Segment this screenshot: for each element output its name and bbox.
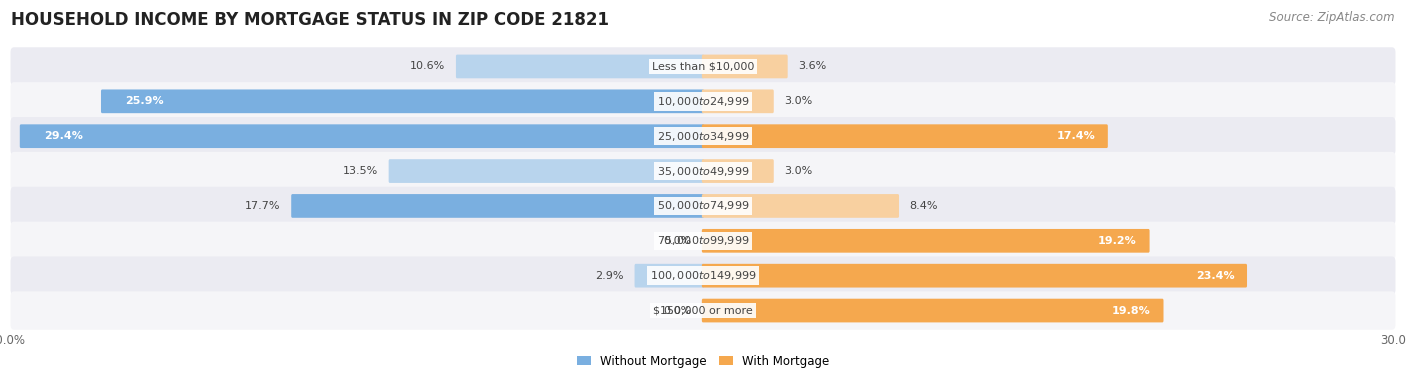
FancyBboxPatch shape	[634, 264, 704, 288]
FancyBboxPatch shape	[10, 187, 1396, 225]
Text: 3.6%: 3.6%	[799, 61, 827, 72]
FancyBboxPatch shape	[702, 194, 898, 218]
FancyBboxPatch shape	[456, 55, 704, 78]
Text: $150,000 or more: $150,000 or more	[654, 305, 752, 316]
Text: 25.9%: 25.9%	[125, 96, 165, 106]
FancyBboxPatch shape	[10, 256, 1396, 295]
Text: 3.0%: 3.0%	[785, 166, 813, 176]
FancyBboxPatch shape	[702, 55, 787, 78]
Text: Source: ZipAtlas.com: Source: ZipAtlas.com	[1270, 11, 1395, 24]
Text: 0.0%: 0.0%	[664, 305, 692, 316]
Text: 23.4%: 23.4%	[1195, 271, 1234, 281]
Text: $25,000 to $34,999: $25,000 to $34,999	[657, 130, 749, 143]
Text: HOUSEHOLD INCOME BY MORTGAGE STATUS IN ZIP CODE 21821: HOUSEHOLD INCOME BY MORTGAGE STATUS IN Z…	[11, 11, 609, 29]
Text: $75,000 to $99,999: $75,000 to $99,999	[657, 234, 749, 247]
Text: 17.7%: 17.7%	[245, 201, 281, 211]
Text: 0.0%: 0.0%	[664, 236, 692, 246]
FancyBboxPatch shape	[388, 159, 704, 183]
FancyBboxPatch shape	[10, 152, 1396, 190]
FancyBboxPatch shape	[702, 299, 1164, 322]
Text: 19.8%: 19.8%	[1112, 305, 1150, 316]
Text: $10,000 to $24,999: $10,000 to $24,999	[657, 95, 749, 108]
FancyBboxPatch shape	[10, 117, 1396, 155]
FancyBboxPatch shape	[101, 89, 704, 113]
FancyBboxPatch shape	[20, 124, 704, 148]
Text: 13.5%: 13.5%	[343, 166, 378, 176]
Text: 19.2%: 19.2%	[1098, 236, 1137, 246]
FancyBboxPatch shape	[10, 82, 1396, 121]
Text: $50,000 to $74,999: $50,000 to $74,999	[657, 199, 749, 212]
Text: $100,000 to $149,999: $100,000 to $149,999	[650, 269, 756, 282]
Text: 3.0%: 3.0%	[785, 96, 813, 106]
FancyBboxPatch shape	[291, 194, 704, 218]
Text: $35,000 to $49,999: $35,000 to $49,999	[657, 165, 749, 178]
Legend: Without Mortgage, With Mortgage: Without Mortgage, With Mortgage	[572, 350, 834, 372]
FancyBboxPatch shape	[702, 89, 773, 113]
FancyBboxPatch shape	[10, 291, 1396, 330]
Text: 10.6%: 10.6%	[411, 61, 446, 72]
FancyBboxPatch shape	[702, 229, 1150, 253]
FancyBboxPatch shape	[10, 222, 1396, 260]
Text: 29.4%: 29.4%	[44, 131, 83, 141]
Text: Less than $10,000: Less than $10,000	[652, 61, 754, 72]
FancyBboxPatch shape	[702, 124, 1108, 148]
Text: 17.4%: 17.4%	[1056, 131, 1095, 141]
Text: 8.4%: 8.4%	[910, 201, 938, 211]
FancyBboxPatch shape	[10, 47, 1396, 86]
FancyBboxPatch shape	[702, 264, 1247, 288]
FancyBboxPatch shape	[702, 159, 773, 183]
Text: 2.9%: 2.9%	[596, 271, 624, 281]
